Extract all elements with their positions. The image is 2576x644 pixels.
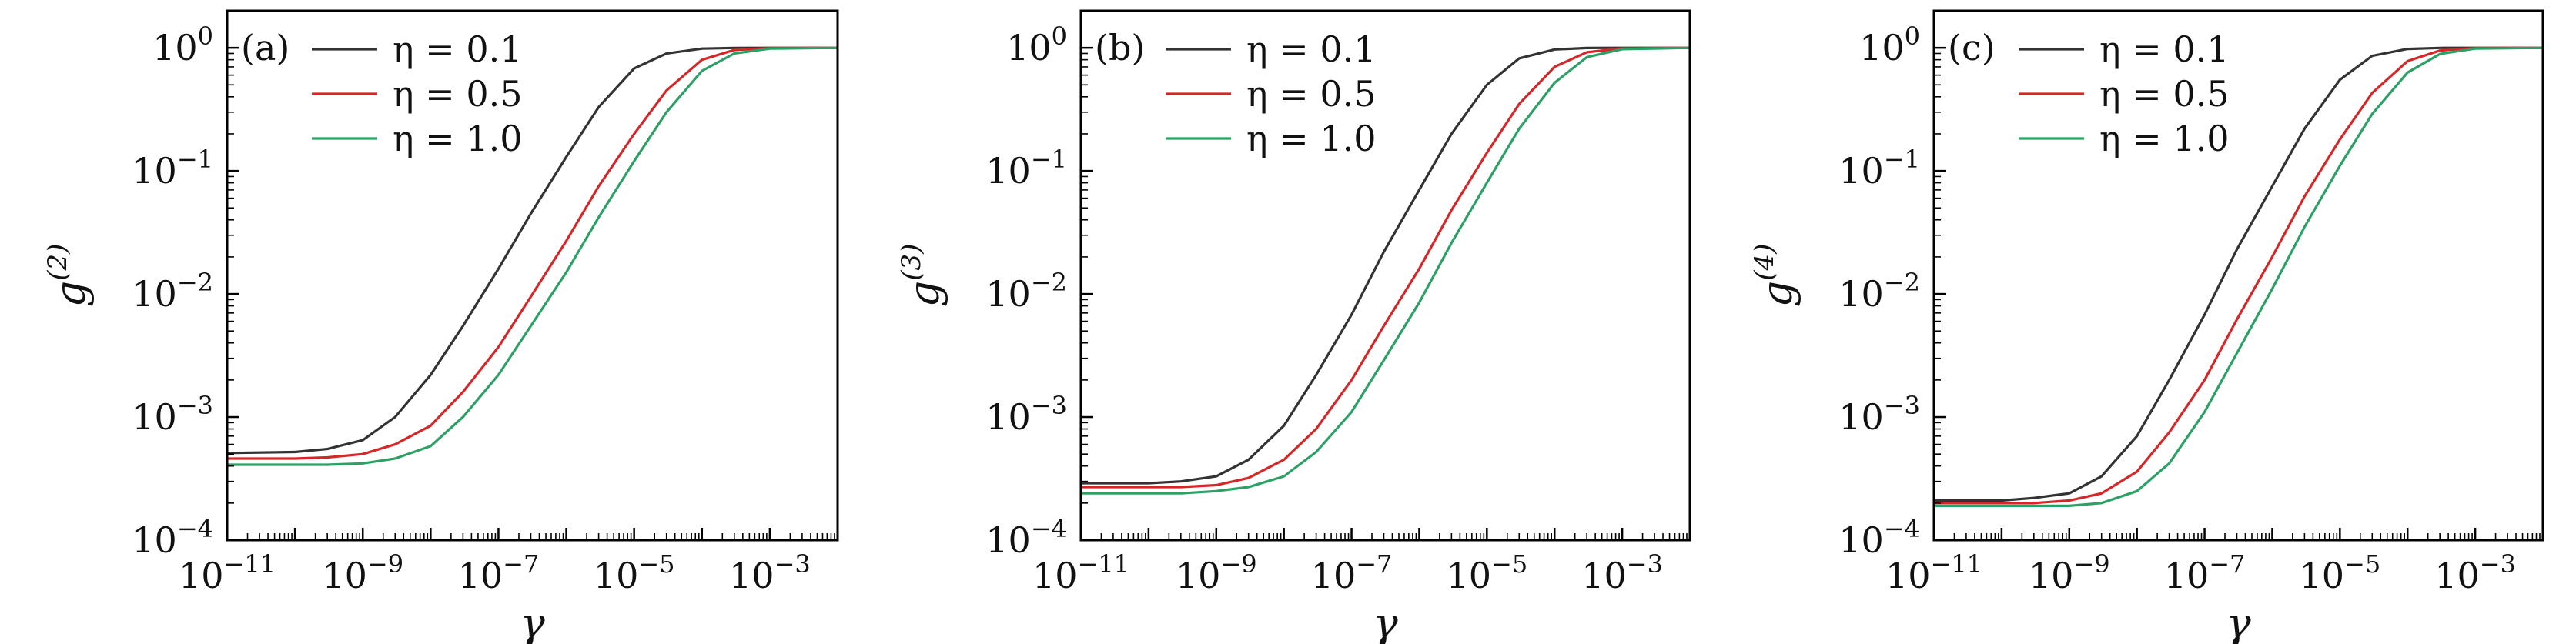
legend-label: η = 1.0 [1246, 118, 1377, 159]
y-tick-label: 100 [1859, 22, 1920, 68]
chart-panel-1: 10−11 10−9 10−7 10−5 10−3 10−4 10−3 10−2 10−1 100… [42, 9, 839, 644]
x-tick-label: 10−7 [1311, 549, 1393, 596]
series-line-3 [227, 46, 838, 466]
y-tick-label: 10−2 [132, 268, 213, 315]
panel-label: (b) [1095, 27, 1145, 68]
x-tick-label: 10−9 [1176, 549, 1257, 596]
x-tick-label: 10−5 [594, 549, 675, 596]
series-line-3 [1081, 46, 1690, 495]
x-tick-label: 10−5 [1446, 549, 1527, 596]
x-tick-label: 10−7 [458, 549, 540, 596]
x-tick-label: 10−11 [1885, 549, 1982, 596]
series-line-2 [227, 46, 838, 460]
y-tick-label: 10−4 [1838, 514, 1920, 561]
series-line-1 [1934, 46, 2543, 502]
x-axis-label: γ [2226, 599, 2251, 644]
series-line-3 [1934, 46, 2543, 507]
axes-frame [226, 9, 839, 542]
y-tick-label: 10−3 [985, 391, 1067, 438]
chart-panel-3: 10−11 10−9 10−7 10−5 10−3 10−4 10−3 10−2 10−1 100… [1749, 9, 2544, 644]
x-axis-label: γ [520, 599, 545, 644]
x-tick-label: 10−3 [1581, 549, 1663, 596]
x-axis-label: γ [1373, 599, 1398, 644]
axes-frame [1079, 9, 1691, 542]
legend-label: η = 0.5 [2099, 73, 2230, 115]
series-line-1 [227, 46, 838, 455]
legend-label: η = 1.0 [393, 118, 523, 159]
y-axis-label: g(4) [1749, 244, 1802, 308]
x-tick-label: 10−7 [2164, 549, 2246, 596]
y-tick-label: 10−2 [1838, 268, 1920, 315]
axes-frame [1932, 9, 2544, 542]
legend-label: η = 0.5 [393, 73, 523, 115]
x-tick-label: 10−11 [179, 549, 276, 596]
series-line-1 [1081, 46, 1690, 485]
y-axis-label: g(2) [42, 244, 95, 308]
x-tick-label: 10−11 [1032, 549, 1129, 596]
legend-label: η = 0.1 [2099, 28, 2230, 70]
y-tick-label: 10−3 [132, 391, 213, 438]
x-tick-label: 10−5 [2299, 549, 2380, 596]
x-tick-label: 10−9 [2029, 549, 2110, 596]
y-tick-label: 10−4 [132, 514, 213, 561]
legend-label: η = 0.1 [393, 28, 523, 70]
y-tick-label: 10−1 [985, 145, 1067, 192]
x-tick-label: 10−9 [322, 549, 403, 596]
x-tick-label: 10−3 [729, 549, 811, 596]
legend-label: η = 1.0 [2099, 118, 2230, 159]
panel-label: (a) [241, 27, 289, 68]
y-tick-label: 10−3 [1838, 391, 1920, 438]
y-tick-label: 10−2 [985, 268, 1067, 315]
y-tick-label: 100 [152, 22, 213, 68]
legend-label: η = 0.1 [1246, 28, 1377, 70]
y-axis-label: g(3) [896, 244, 948, 308]
y-tick-label: 10−1 [1838, 145, 1920, 192]
series-line-2 [1934, 46, 2543, 505]
y-tick-label: 10−1 [132, 145, 213, 192]
y-tick-label: 100 [1006, 22, 1067, 68]
x-tick-label: 10−3 [2434, 549, 2516, 596]
y-tick-label: 10−4 [985, 514, 1067, 561]
legend-label: η = 0.5 [1246, 73, 1377, 115]
chart-panel-2: 10−11 10−9 10−7 10−5 10−3 10−4 10−3 10−2 10−1 100… [896, 9, 1691, 644]
panel-label: (c) [1948, 27, 1996, 68]
series-line-2 [1081, 46, 1690, 489]
